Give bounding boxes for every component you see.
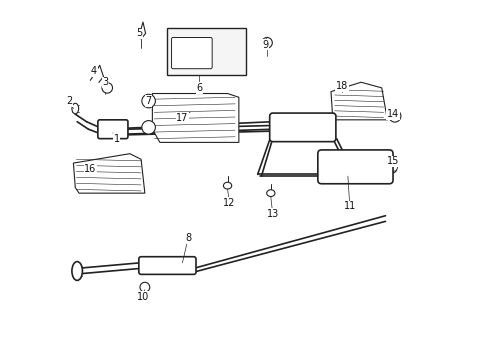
FancyBboxPatch shape [98, 120, 128, 139]
Circle shape [261, 37, 272, 48]
Text: 17: 17 [176, 113, 188, 123]
FancyBboxPatch shape [269, 113, 335, 141]
Text: 13: 13 [266, 209, 278, 219]
Text: 7: 7 [145, 96, 151, 106]
Polygon shape [73, 154, 144, 193]
Text: 12: 12 [223, 198, 235, 208]
Ellipse shape [72, 103, 79, 114]
Circle shape [388, 110, 400, 122]
Ellipse shape [266, 190, 274, 197]
Circle shape [140, 282, 149, 292]
Ellipse shape [223, 182, 231, 189]
Circle shape [102, 82, 112, 93]
Text: 10: 10 [137, 292, 149, 302]
FancyBboxPatch shape [171, 37, 212, 69]
Text: 8: 8 [184, 233, 191, 243]
Text: 9: 9 [262, 40, 268, 50]
Text: 18: 18 [335, 81, 347, 91]
FancyBboxPatch shape [317, 150, 392, 184]
Ellipse shape [388, 161, 396, 173]
Text: 15: 15 [386, 156, 398, 166]
Text: 14: 14 [386, 109, 398, 119]
Circle shape [211, 58, 217, 65]
Circle shape [388, 162, 397, 171]
Text: 3: 3 [102, 77, 108, 87]
Ellipse shape [72, 262, 82, 280]
Circle shape [215, 51, 221, 57]
Text: 4: 4 [91, 66, 97, 76]
Polygon shape [330, 82, 386, 120]
Polygon shape [152, 94, 238, 143]
Text: 11: 11 [343, 201, 355, 211]
Text: 5: 5 [136, 28, 142, 39]
Circle shape [142, 94, 155, 108]
Circle shape [391, 113, 397, 119]
Text: 2: 2 [66, 96, 72, 106]
FancyBboxPatch shape [139, 257, 196, 274]
Text: 1: 1 [113, 134, 120, 144]
Text: 6: 6 [196, 83, 202, 93]
Bar [167, 28, 246, 75]
Circle shape [142, 121, 155, 134]
Text: 16: 16 [84, 164, 96, 174]
